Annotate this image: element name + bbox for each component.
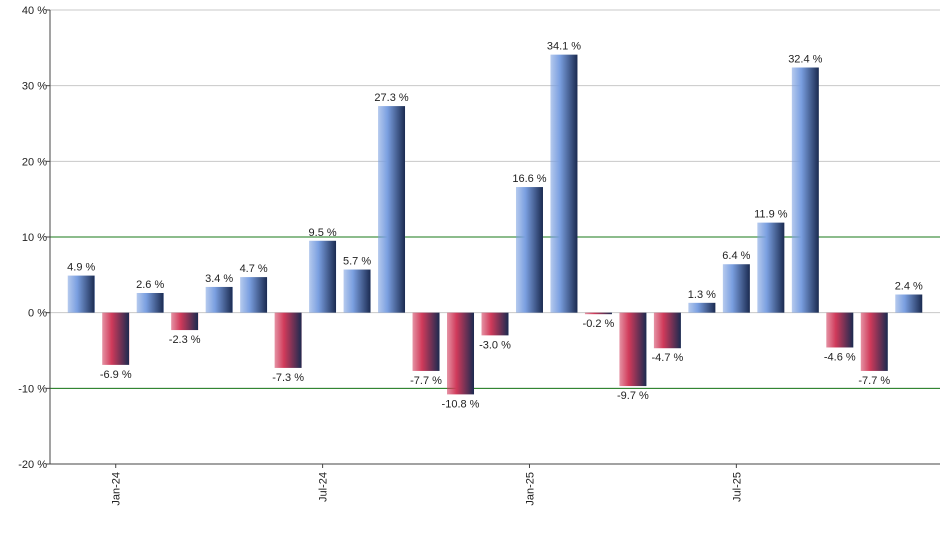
value-label: 4.7 % xyxy=(240,263,268,275)
value-label: -10.8 % xyxy=(442,398,480,410)
value-label: -2.3 % xyxy=(169,334,201,346)
value-label: 11.9 % xyxy=(754,209,788,221)
bar xyxy=(102,312,130,365)
bar xyxy=(67,275,95,313)
bar xyxy=(240,277,268,313)
value-label: 1.3 % xyxy=(688,289,716,301)
bar xyxy=(826,312,854,348)
y-tick-label: 20 % xyxy=(22,156,47,168)
bar xyxy=(757,222,785,313)
value-label: 9.5 % xyxy=(309,227,337,239)
bar xyxy=(274,312,302,368)
value-label: -4.6 % xyxy=(824,351,856,363)
value-label: -6.9 % xyxy=(100,369,132,381)
bar xyxy=(895,294,923,313)
value-label: 27.3 % xyxy=(374,92,408,104)
value-label: -7.3 % xyxy=(272,372,304,384)
value-label: 32.4 % xyxy=(788,54,822,66)
bar xyxy=(619,312,647,387)
x-tick-label: Jul-24 xyxy=(318,472,330,502)
value-label: 6.4 % xyxy=(722,250,750,262)
bar xyxy=(550,54,578,313)
y-tick-label: 30 % xyxy=(22,81,47,93)
bar xyxy=(791,67,819,313)
bar xyxy=(584,312,612,315)
bar xyxy=(205,286,233,313)
y-tick-label: 10 % xyxy=(22,232,47,244)
y-tick-label: -10 % xyxy=(18,383,47,395)
value-label: -3.0 % xyxy=(479,339,511,351)
value-label: 5.7 % xyxy=(343,256,371,268)
value-label: 3.4 % xyxy=(205,273,233,285)
value-label: 16.6 % xyxy=(512,173,546,185)
bar xyxy=(343,269,371,313)
bar xyxy=(309,240,337,313)
bar xyxy=(688,302,716,313)
bar xyxy=(722,264,750,313)
bar xyxy=(653,312,681,349)
value-label: 2.4 % xyxy=(895,281,923,293)
x-tick-label: Jan-24 xyxy=(111,472,123,506)
value-label: -0.2 % xyxy=(583,318,615,330)
y-tick-label: -20 % xyxy=(18,459,47,471)
bar xyxy=(481,312,509,336)
value-label: 4.9 % xyxy=(67,262,95,274)
bar xyxy=(860,312,888,371)
value-label: 2.6 % xyxy=(136,279,164,291)
value-label: -7.7 % xyxy=(410,375,442,387)
y-tick-label: 40 % xyxy=(22,5,47,17)
value-label: -7.7 % xyxy=(858,375,890,387)
bar xyxy=(412,312,440,371)
bar xyxy=(136,292,164,313)
x-tick-label: Jul-25 xyxy=(731,472,743,502)
bar xyxy=(447,312,475,395)
value-label: -4.7 % xyxy=(652,352,684,364)
y-tick-label: 0 % xyxy=(28,308,47,320)
bar xyxy=(378,106,406,313)
bar xyxy=(515,187,543,313)
bar xyxy=(171,312,199,331)
value-label: 34.1 % xyxy=(547,41,581,53)
x-tick-label: Jan-25 xyxy=(524,472,536,506)
value-label: -9.7 % xyxy=(617,390,649,402)
